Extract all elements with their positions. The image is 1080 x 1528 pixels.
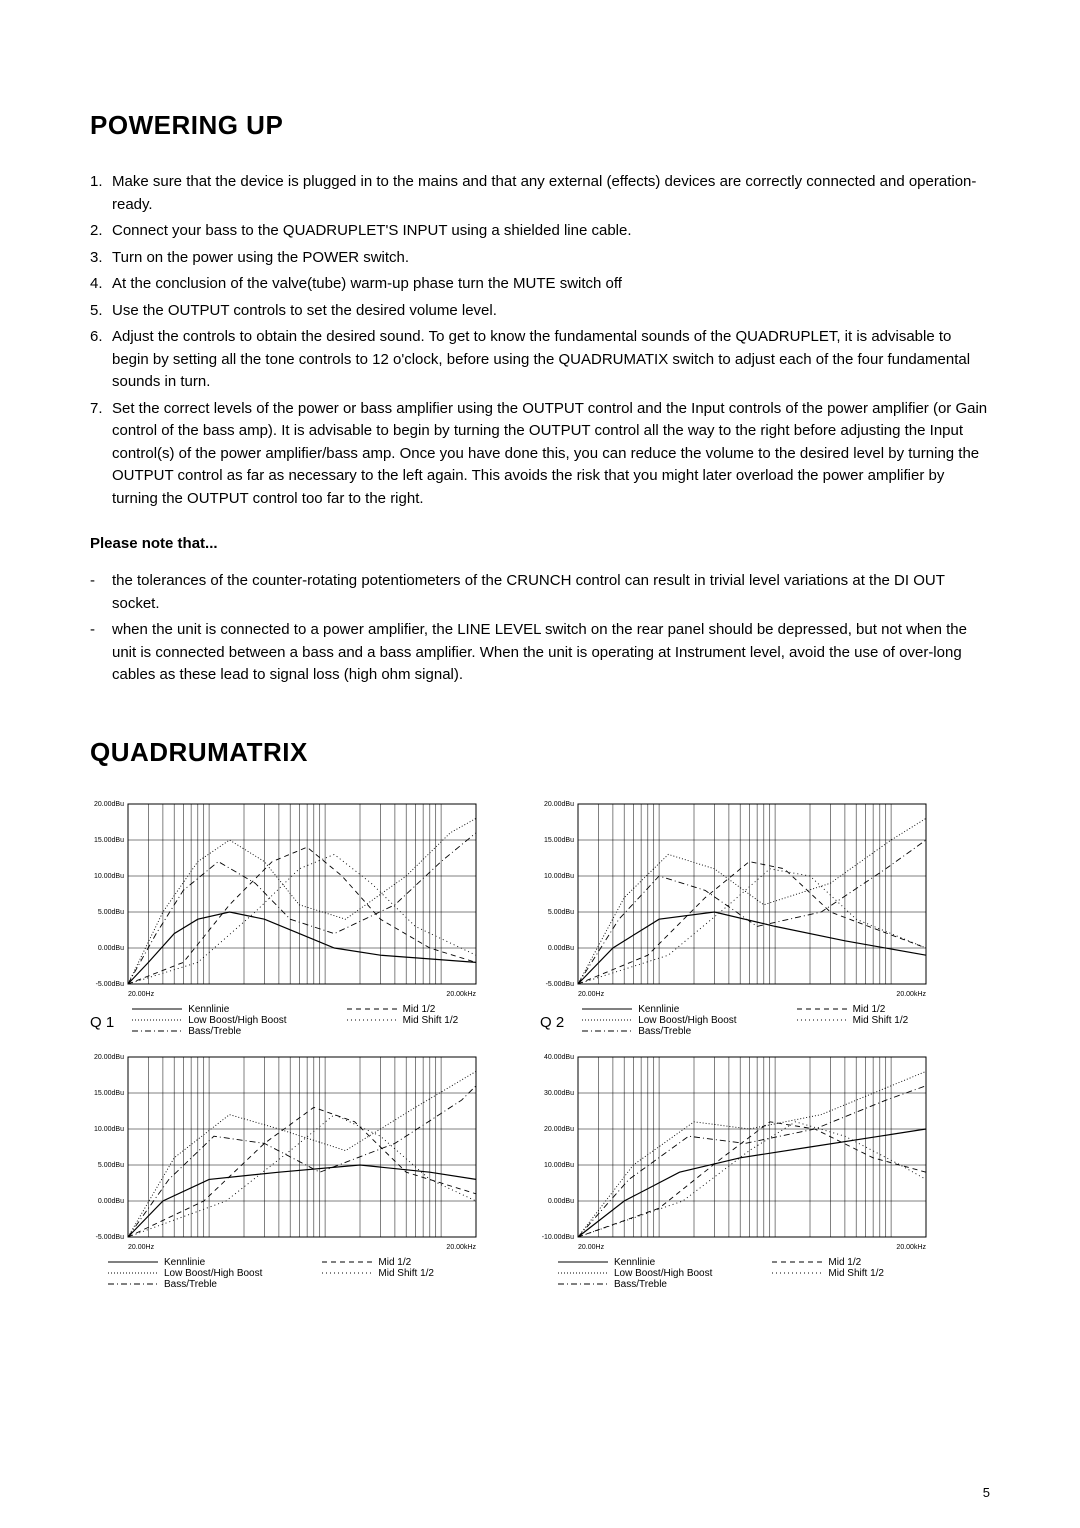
svg-text:20.00Hz: 20.00Hz bbox=[128, 1244, 155, 1251]
svg-text:20.00kHz: 20.00kHz bbox=[446, 991, 476, 998]
legend-item: Low Boost/High Boost bbox=[558, 1268, 712, 1279]
note-item: the tolerances of the counter-rotating p… bbox=[90, 570, 990, 615]
svg-text:20.00kHz: 20.00kHz bbox=[896, 1244, 926, 1251]
svg-text:0.00dBu: 0.00dBu bbox=[98, 1198, 124, 1205]
step-item: Make sure that the device is plugged in … bbox=[90, 171, 990, 216]
chart-label-q1: Q 1 bbox=[90, 1014, 114, 1031]
svg-text:20.00dBu: 20.00dBu bbox=[94, 1054, 124, 1061]
step-item: Connect your bass to the QUADRUPLET'S IN… bbox=[90, 220, 990, 243]
legend-item: Kennlinie bbox=[558, 1257, 712, 1268]
legend-item: Bass/Treble bbox=[558, 1279, 712, 1290]
legend-item: Mid 1/2 bbox=[797, 1004, 909, 1015]
chart-q3: 20.00dBu 15.00dBu 10.00dBu 5.00dBu 0.00dBu -5… bbox=[90, 1051, 480, 1251]
step-item: At the conclusion of the valve(tube) war… bbox=[90, 273, 990, 296]
legend-item: Mid Shift 1/2 bbox=[797, 1015, 909, 1026]
legend-item: Low Boost/High Boost bbox=[582, 1015, 736, 1026]
svg-text:15.00dBu: 15.00dBu bbox=[544, 837, 574, 844]
legend-item: Bass/Treble bbox=[132, 1026, 286, 1037]
charts-grid: 20.00dBu 15.00dBu 10.00dBu 5.00dBu 0.00dBu -5… bbox=[90, 798, 990, 1304]
svg-text:-5.00dBu: -5.00dBu bbox=[96, 981, 125, 988]
svg-text:30.00dBu: 30.00dBu bbox=[544, 1090, 574, 1097]
svg-text:20.00kHz: 20.00kHz bbox=[896, 991, 926, 998]
legend-item: Low Boost/High Boost bbox=[132, 1015, 286, 1026]
chart-cell-q3: 20.00dBu 15.00dBu 10.00dBu 5.00dBu 0.00dBu -5… bbox=[90, 1051, 540, 1304]
svg-text:20.00dBu: 20.00dBu bbox=[94, 801, 124, 808]
legend-item: Kennlinie bbox=[132, 1004, 286, 1015]
chart-q4: 40.00dBu 30.00dBu 20.00dBu 10.00dBu 0.00dBu -… bbox=[540, 1051, 930, 1251]
legend-item: Bass/Treble bbox=[582, 1026, 736, 1037]
steps-list: Make sure that the device is plugged in … bbox=[90, 171, 990, 510]
heading-quadrumatrix: QUADRUMATRIX bbox=[90, 737, 990, 768]
chart-q2: 20.00dBu 15.00dBu 10.00dBu 5.00dBu 0.00dBu -5… bbox=[540, 798, 930, 998]
svg-text:20.00Hz: 20.00Hz bbox=[578, 1244, 605, 1251]
svg-text:0.00dBu: 0.00dBu bbox=[548, 945, 574, 952]
step-item: Adjust the controls to obtain the desire… bbox=[90, 326, 990, 394]
svg-text:10.00dBu: 10.00dBu bbox=[94, 873, 124, 880]
svg-text:20.00kHz: 20.00kHz bbox=[446, 1244, 476, 1251]
svg-text:40.00dBu: 40.00dBu bbox=[544, 1054, 574, 1061]
note-item: when the unit is connected to a power am… bbox=[90, 619, 990, 687]
svg-text:10.00dBu: 10.00dBu bbox=[94, 1126, 124, 1133]
chart-cell-q1: 20.00dBu 15.00dBu 10.00dBu 5.00dBu 0.00dBu -5… bbox=[90, 798, 540, 1051]
svg-text:10.00dBu: 10.00dBu bbox=[544, 1162, 574, 1169]
chart-label-q2: Q 2 bbox=[540, 1014, 564, 1031]
svg-text:0.00dBu: 0.00dBu bbox=[98, 945, 124, 952]
svg-text:15.00dBu: 15.00dBu bbox=[94, 837, 124, 844]
svg-text:5.00dBu: 5.00dBu bbox=[98, 1162, 124, 1169]
svg-text:5.00dBu: 5.00dBu bbox=[548, 909, 574, 916]
legend-item: Mid Shift 1/2 bbox=[347, 1015, 459, 1026]
chart-q1: 20.00dBu 15.00dBu 10.00dBu 5.00dBu 0.00dBu -5… bbox=[90, 798, 480, 998]
legend-item: Mid 1/2 bbox=[322, 1257, 434, 1268]
page-number: 5 bbox=[983, 1485, 990, 1500]
step-item: Turn on the power using the POWER switch… bbox=[90, 247, 990, 270]
svg-text:-5.00dBu: -5.00dBu bbox=[546, 981, 575, 988]
notes-list: the tolerances of the counter-rotating p… bbox=[90, 570, 990, 687]
chart-cell-q2: 20.00dBu 15.00dBu 10.00dBu 5.00dBu 0.00dBu -5… bbox=[540, 798, 990, 1051]
legend-item: Mid Shift 1/2 bbox=[772, 1268, 884, 1279]
svg-text:0.00dBu: 0.00dBu bbox=[548, 1198, 574, 1205]
legend-item: Bass/Treble bbox=[108, 1279, 262, 1290]
svg-text:15.00dBu: 15.00dBu bbox=[94, 1090, 124, 1097]
chart-cell-q4: 40.00dBu 30.00dBu 20.00dBu 10.00dBu 0.00dBu -… bbox=[540, 1051, 990, 1304]
legend-item: Kennlinie bbox=[582, 1004, 736, 1015]
legend-item: Mid Shift 1/2 bbox=[322, 1268, 434, 1279]
legend-item: Low Boost/High Boost bbox=[108, 1268, 262, 1279]
svg-text:5.00dBu: 5.00dBu bbox=[98, 909, 124, 916]
legend-item: Kennlinie bbox=[108, 1257, 262, 1268]
heading-powering-up: POWERING UP bbox=[90, 110, 990, 141]
legend-item: Mid 1/2 bbox=[347, 1004, 459, 1015]
svg-text:20.00dBu: 20.00dBu bbox=[544, 1126, 574, 1133]
svg-text:20.00Hz: 20.00Hz bbox=[578, 991, 605, 998]
please-note-heading: Please note that... bbox=[90, 535, 990, 552]
svg-text:20.00dBu: 20.00dBu bbox=[544, 801, 574, 808]
svg-text:20.00Hz: 20.00Hz bbox=[128, 991, 155, 998]
svg-text:-5.00dBu: -5.00dBu bbox=[96, 1234, 125, 1241]
legend-item: Mid 1/2 bbox=[772, 1257, 884, 1268]
svg-text:-10.00dBu: -10.00dBu bbox=[542, 1234, 574, 1241]
step-item: Set the correct levels of the power or b… bbox=[90, 398, 990, 511]
svg-text:10.00dBu: 10.00dBu bbox=[544, 873, 574, 880]
step-item: Use the OUTPUT controls to set the desir… bbox=[90, 300, 990, 323]
